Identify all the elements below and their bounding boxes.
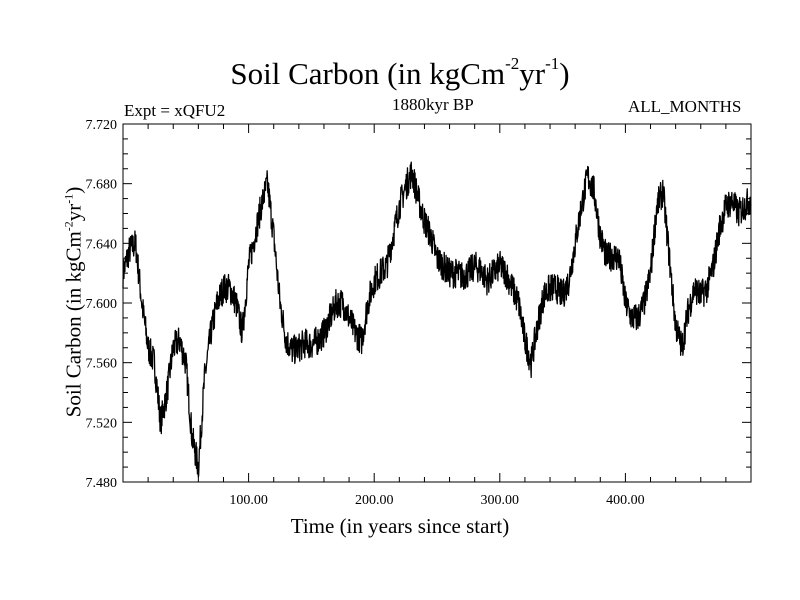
series-line <box>122 161 752 478</box>
axis-tick-labels: 7.480 7.520 7.560 7.600 7.640 7.680 7.720 100.0… <box>86 118 645 508</box>
x-tick-label: 200.00 <box>355 493 394 508</box>
y-tick-label: 7.480 <box>86 476 118 491</box>
x-tick-label: 100.00 <box>229 493 268 508</box>
y-tick-label: 7.640 <box>86 237 118 252</box>
chart-subtitle: 1880kyr BP <box>392 95 474 114</box>
x-tick-label: 400.00 <box>606 493 645 508</box>
y-tick-label: 7.720 <box>86 118 118 133</box>
y-tick-label: 7.680 <box>86 178 118 193</box>
x-axis-label: Time (in years since start) <box>290 514 510 538</box>
chart-title: Soil Carbon (in kgCm-2yr-1) <box>230 54 570 91</box>
y-tick-label: 7.520 <box>86 416 118 431</box>
experiment-label: Expt = xQFU2 <box>124 101 226 120</box>
y-tick-label: 7.600 <box>86 297 118 312</box>
x-tick-label: 300.00 <box>481 493 520 508</box>
season-label: ALL_MONTHS <box>628 97 742 116</box>
data-series <box>122 161 752 478</box>
y-tick-label: 7.560 <box>86 357 118 372</box>
